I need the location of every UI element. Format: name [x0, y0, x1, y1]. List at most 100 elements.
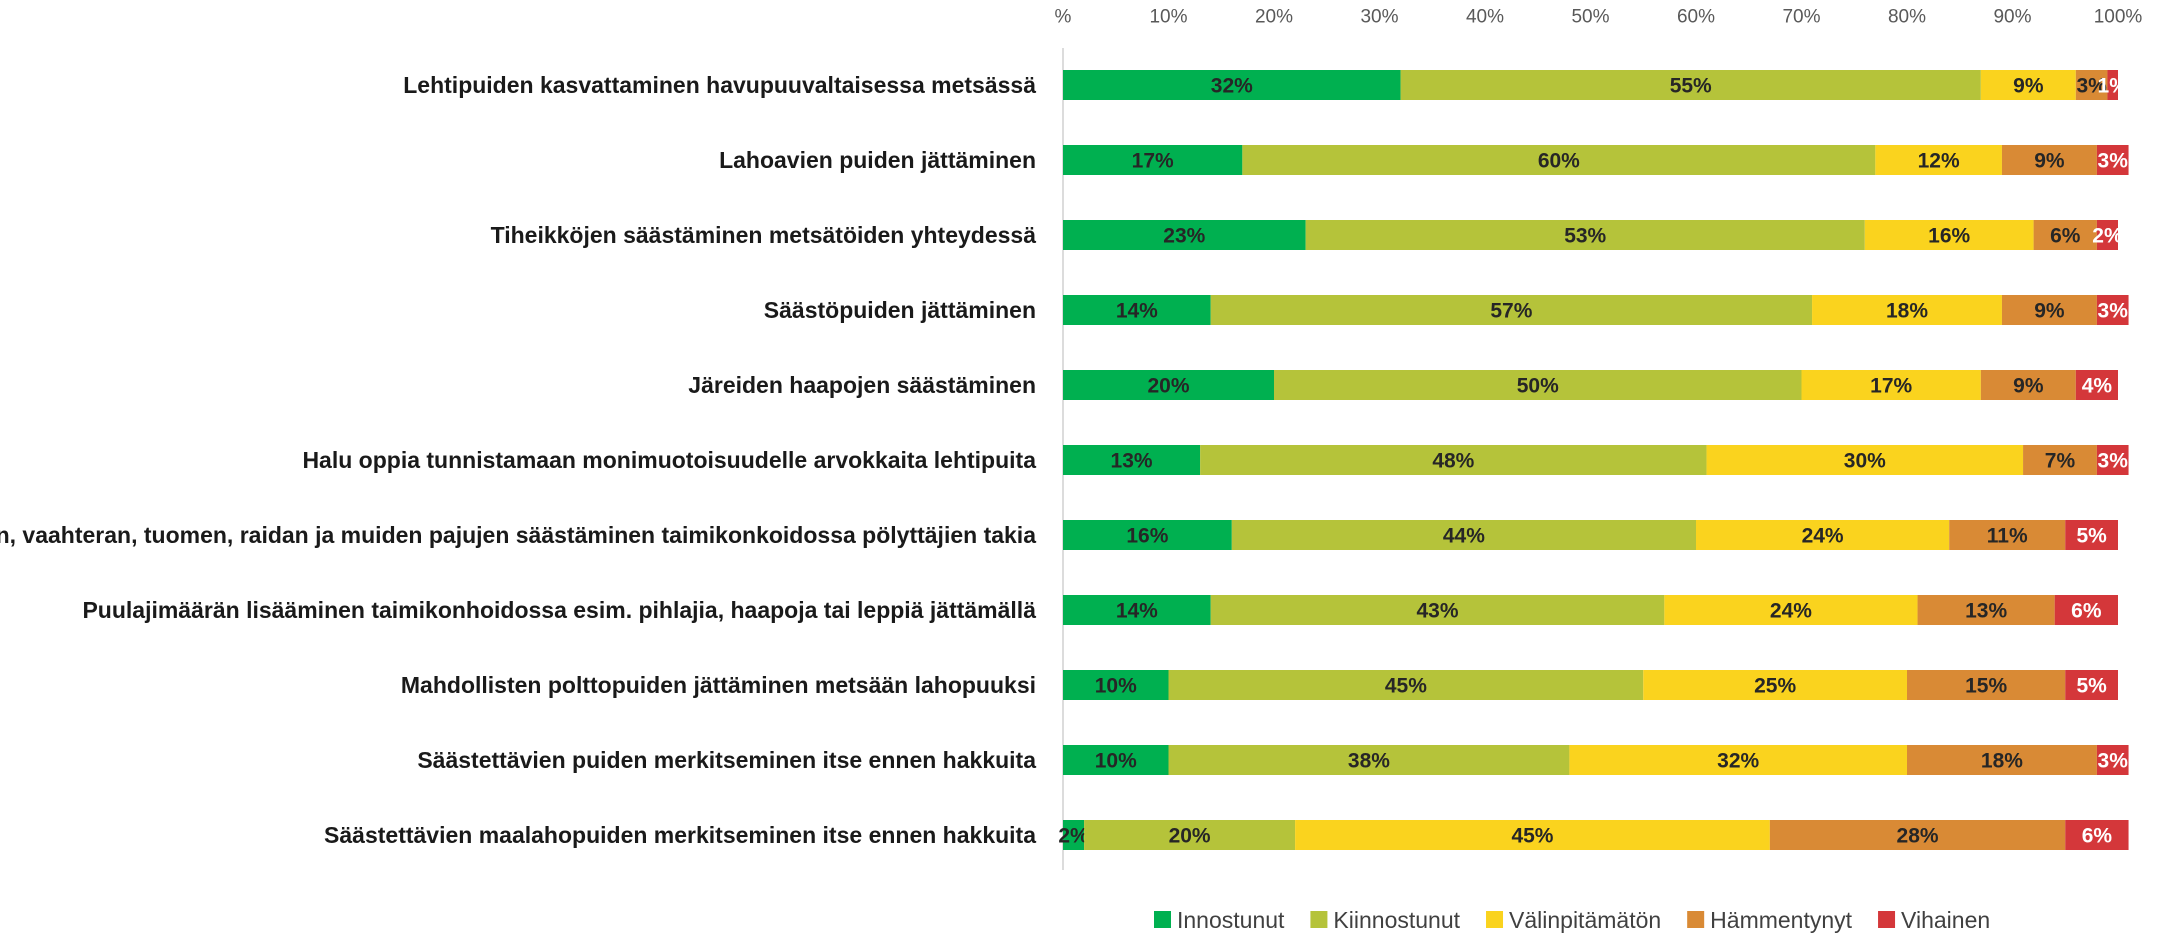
bar-segment: [2096, 745, 2129, 775]
legend-swatch: [1154, 911, 1171, 928]
bar-segment: [2065, 820, 2129, 850]
value-label: 25%: [1754, 675, 1796, 698]
legend-label: Vihainen: [1901, 907, 1990, 933]
category-label-box: Lahoavien puiden jättäminen: [0, 144, 1036, 176]
category-label-box: Halu oppia tunnistamaan monimuotoisuudel…: [0, 444, 1036, 476]
legend-swatch: [1486, 911, 1504, 928]
bar-segment: [1063, 595, 1211, 625]
bar-segment: [1063, 820, 1085, 850]
value-label: 17%: [1132, 150, 1174, 173]
bar-segment: [1400, 70, 1981, 100]
bar-segment: [1907, 745, 2097, 775]
value-label: 53%: [1564, 225, 1606, 248]
bar-segment: [2096, 145, 2129, 175]
x-tick-label: 30%: [1360, 7, 1398, 28]
value-label: 1%: [2098, 75, 2129, 98]
bar-segment: [1231, 520, 1696, 550]
bar-segment: [2096, 220, 2118, 250]
bar-segment: [2001, 295, 2097, 325]
value-label: 50%: [1517, 375, 1559, 398]
bar-segment: [1063, 220, 1306, 250]
bar-segment: [1980, 370, 2076, 400]
value-label: 2%: [2092, 225, 2123, 248]
bar-segment: [2096, 445, 2129, 475]
value-label: 10%: [1095, 675, 1137, 698]
value-label: 14%: [1116, 600, 1158, 623]
category-label: Säästöpuiden jättäminen: [763, 296, 1036, 323]
value-label: 13%: [1965, 600, 2007, 623]
category-label: Mahdollisten polttopuiden jättäminen met…: [400, 671, 1036, 698]
category-label-box: Pihlajan, vaahteran, tuomen, raidan ja m…: [0, 519, 1036, 551]
legend-label: Hämmentynyt: [1710, 907, 1852, 933]
bar-segment: [1242, 145, 1876, 175]
x-tick-label: 20%: [1255, 7, 1293, 28]
legend-swatch: [1310, 911, 1328, 928]
category-label: Pihlajan, vaahteran, tuomen, raidan ja m…: [0, 521, 1036, 548]
value-label: 9%: [2013, 75, 2044, 98]
category-label: Lahoavien puiden jättäminen: [719, 146, 1036, 173]
value-label: 45%: [1385, 675, 1427, 698]
category-label: Puulajimäärän lisääminen taimikonhoidoss…: [82, 596, 1036, 623]
x-tick-label: 60%: [1677, 7, 1715, 28]
value-label: 5%: [2076, 525, 2107, 548]
x-tick-label: 70%: [1782, 7, 1820, 28]
bar-segment: [1907, 670, 2066, 700]
x-tick-label: %: [1055, 7, 1072, 28]
value-label: 2%: [1058, 825, 1089, 848]
bar-segment: [1063, 370, 1274, 400]
value-label: 16%: [1126, 525, 1168, 548]
value-label: 11%: [1987, 525, 2028, 548]
category-label: Säästettävien puiden merkitseminen itse …: [417, 746, 1036, 773]
bar-segment: [2065, 520, 2118, 550]
legend-label: Innostunut: [1177, 907, 1285, 933]
value-label: 12%: [1918, 150, 1960, 173]
bar-segment: [1063, 70, 1401, 100]
value-label: 16%: [1928, 225, 1970, 248]
bar-segment: [1812, 295, 2002, 325]
category-label-box: Lehtipuiden kasvattaminen havupuuvaltais…: [0, 69, 1036, 101]
category-label: Tiheikköjen säästäminen metsätöiden yhte…: [490, 221, 1036, 248]
bar-segment: [2001, 145, 2097, 175]
value-label: 3%: [2076, 75, 2107, 98]
value-label: 10%: [1095, 750, 1137, 773]
bar-segment: [1168, 745, 1570, 775]
category-label-box: Mahdollisten polttopuiden jättäminen met…: [0, 669, 1036, 701]
legend-label: Kiinnostunut: [1333, 907, 1460, 933]
category-label-box: Säästöpuiden jättäminen: [0, 294, 1036, 326]
value-label: 48%: [1432, 450, 1474, 473]
bar-segment: [2033, 220, 2097, 250]
x-tick-label: 80%: [1888, 7, 1926, 28]
category-label-box: Tiheikköjen säästäminen metsätöiden yhte…: [0, 219, 1036, 251]
value-label: 9%: [2034, 150, 2065, 173]
value-label: 5%: [2076, 675, 2107, 698]
value-label: 20%: [1169, 825, 1211, 848]
category-label-box: Puulajimäärän lisääminen taimikonhoidoss…: [0, 594, 1036, 626]
value-label: 13%: [1111, 450, 1153, 473]
bar-segment: [1305, 220, 1865, 250]
value-label: 3%: [2098, 750, 2129, 773]
bar-segment: [2054, 595, 2118, 625]
bar-segment: [1063, 745, 1169, 775]
x-tick-label: 50%: [1571, 7, 1609, 28]
value-label: 15%: [1965, 675, 2007, 698]
bar-segment: [1917, 595, 2055, 625]
bar-segment: [1200, 445, 1707, 475]
legend-swatch: [1878, 911, 1896, 928]
value-label: 45%: [1511, 825, 1553, 848]
value-label: 60%: [1538, 150, 1580, 173]
x-tick-label: 10%: [1149, 7, 1187, 28]
legend-swatch: [1687, 911, 1705, 928]
value-label: 32%: [1717, 750, 1759, 773]
category-label-box: Järeiden haapojen säästäminen: [0, 369, 1036, 401]
bar-segment: [1168, 670, 1644, 700]
value-label: 38%: [1348, 750, 1390, 773]
bar-segment: [1210, 595, 1665, 625]
category-label: Halu oppia tunnistamaan monimuotoisuudel…: [302, 446, 1036, 473]
bar-segment: [1664, 595, 1918, 625]
legend-label: Välinpitämätön: [1509, 907, 1661, 933]
value-label: 44%: [1443, 525, 1485, 548]
bar-segment: [1084, 820, 1296, 850]
value-label: 6%: [2071, 600, 2102, 623]
bar-segment: [1063, 445, 1201, 475]
